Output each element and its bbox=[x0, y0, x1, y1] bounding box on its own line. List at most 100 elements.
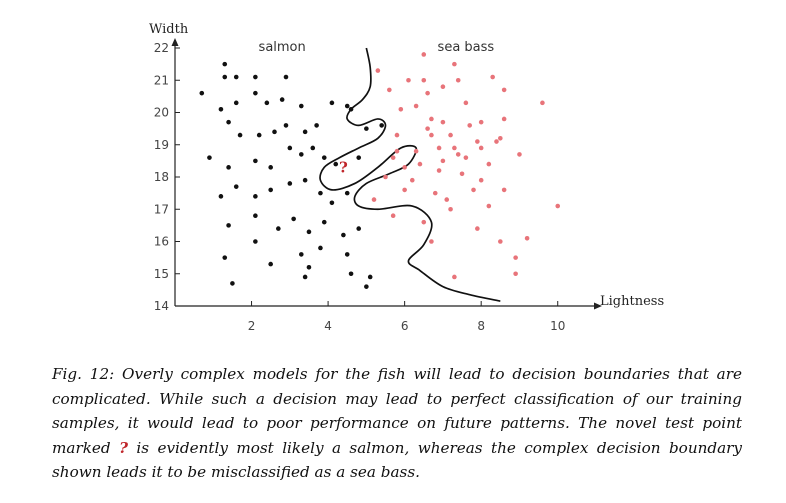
sea-bass-point bbox=[371, 197, 377, 202]
salmon-point bbox=[237, 132, 243, 138]
sea-bass-point bbox=[398, 106, 404, 112]
y-tick-label: 20 bbox=[154, 106, 169, 120]
sea-bass-point bbox=[394, 132, 400, 138]
salmon-point bbox=[306, 265, 312, 270]
sea-bass-point bbox=[475, 226, 480, 231]
salmon-point bbox=[299, 252, 304, 257]
salmon-point bbox=[306, 229, 312, 235]
x-axis-label: Lightness bbox=[600, 294, 664, 309]
sea-bass-point bbox=[390, 155, 396, 160]
sea-bass-point bbox=[490, 74, 495, 80]
x-tick-label: 4 bbox=[324, 319, 332, 333]
sea-bass-point bbox=[467, 123, 473, 128]
sea-bass-point bbox=[540, 100, 545, 106]
salmon-point bbox=[318, 190, 323, 196]
caption-prefix: Fig. 12: Overly complex models for the f… bbox=[52, 365, 742, 457]
sea-bass-point bbox=[498, 136, 503, 141]
salmon-point bbox=[302, 177, 308, 183]
sea-bass-point bbox=[501, 87, 507, 93]
salmon-point bbox=[299, 152, 304, 157]
chart-labels: Width Lightness salmon sea bass? bbox=[149, 22, 664, 309]
salmon-point bbox=[348, 106, 354, 112]
salmon-point bbox=[299, 103, 304, 109]
caption-suffix: is evidently most likely a salmon, where… bbox=[52, 438, 743, 482]
salmon-point bbox=[314, 123, 319, 128]
x-tick-label: 10 bbox=[550, 319, 565, 333]
salmon-point bbox=[272, 129, 277, 135]
sea-bass-point bbox=[409, 177, 415, 183]
y-tick-label: 19 bbox=[154, 138, 169, 152]
salmon-point bbox=[222, 255, 228, 260]
sea-bass-point bbox=[501, 116, 507, 122]
sea-bass-point bbox=[436, 145, 442, 151]
sea-bass-point bbox=[555, 203, 561, 209]
sea-bass-point bbox=[494, 139, 499, 144]
salmon-point bbox=[279, 97, 285, 102]
sea-bass-point bbox=[448, 132, 453, 138]
salmon-point bbox=[276, 226, 281, 231]
sea-bass-point bbox=[459, 171, 465, 177]
salmon-point bbox=[233, 184, 239, 189]
salmon-point bbox=[333, 161, 339, 167]
sea-bass-point bbox=[394, 148, 400, 154]
sea-bass-point bbox=[421, 77, 427, 83]
sea-bass-point bbox=[421, 52, 427, 57]
salmon-point bbox=[321, 219, 327, 225]
salmon-point bbox=[253, 90, 258, 96]
x-axis-arrow bbox=[594, 302, 602, 310]
y-tick-label: 21 bbox=[154, 73, 169, 87]
salmon-point bbox=[233, 74, 239, 80]
sea-bass-point bbox=[402, 187, 407, 193]
salmon-point bbox=[344, 103, 350, 109]
sea-bass-point bbox=[513, 255, 518, 260]
salmon-point bbox=[318, 245, 323, 251]
salmon-point bbox=[226, 119, 231, 125]
y-tick-label: 18 bbox=[154, 170, 169, 184]
x-tick-label: 2 bbox=[248, 319, 256, 333]
salmon-point bbox=[253, 74, 258, 80]
salmon-point bbox=[321, 155, 327, 160]
salmon-point bbox=[356, 226, 362, 231]
decision-boundary-layer bbox=[319, 47, 501, 302]
sea-bass-point bbox=[463, 100, 469, 106]
sea-bass-point bbox=[383, 174, 388, 180]
salmon-point bbox=[218, 194, 224, 199]
sea-bass-point bbox=[387, 87, 392, 93]
salmon-point bbox=[356, 155, 362, 160]
y-tick-label: 17 bbox=[154, 202, 169, 216]
ticks: 2 4 6 8 10 14 15 16 17 18 19 20 21 22 bbox=[154, 41, 566, 333]
salmon-point bbox=[364, 284, 369, 289]
sea-bass-point bbox=[486, 203, 492, 209]
salmon-point bbox=[364, 126, 369, 131]
axes bbox=[171, 38, 602, 310]
x-tick-label: 8 bbox=[477, 319, 485, 333]
sea-bass-point bbox=[478, 145, 484, 151]
sea-bass-point bbox=[475, 139, 480, 144]
sea-bass-point bbox=[448, 206, 453, 212]
sea-bass-point bbox=[513, 271, 518, 277]
annotation-sea-bass: sea bass bbox=[438, 40, 495, 55]
data-points bbox=[199, 52, 561, 289]
salmon-point bbox=[253, 213, 258, 218]
sea-bass-point bbox=[429, 132, 434, 138]
y-tick-label: 22 bbox=[154, 41, 169, 55]
salmon-point bbox=[264, 100, 270, 106]
salmon-point bbox=[344, 252, 350, 257]
salmon-point bbox=[379, 123, 384, 128]
salmon-point bbox=[287, 145, 293, 151]
sea-bass-point bbox=[455, 152, 461, 157]
salmon-point bbox=[256, 132, 262, 138]
y-axis-arrow bbox=[171, 38, 179, 46]
sea-bass-point bbox=[436, 168, 442, 173]
salmon-point bbox=[199, 90, 205, 96]
salmon-point bbox=[207, 155, 212, 160]
sea-bass-point bbox=[425, 90, 430, 96]
scatter-chart: 2 4 6 8 10 14 15 16 17 18 19 20 21 22 Width Lightness s… bbox=[149, 22, 664, 333]
salmon-point bbox=[222, 74, 228, 80]
annotation-salmon: salmon bbox=[259, 40, 306, 55]
salmon-point bbox=[367, 274, 373, 280]
salmon-point bbox=[302, 129, 308, 135]
sea-bass-point bbox=[390, 213, 396, 218]
salmon-point bbox=[283, 123, 289, 128]
y-tick-label: 15 bbox=[154, 267, 169, 281]
